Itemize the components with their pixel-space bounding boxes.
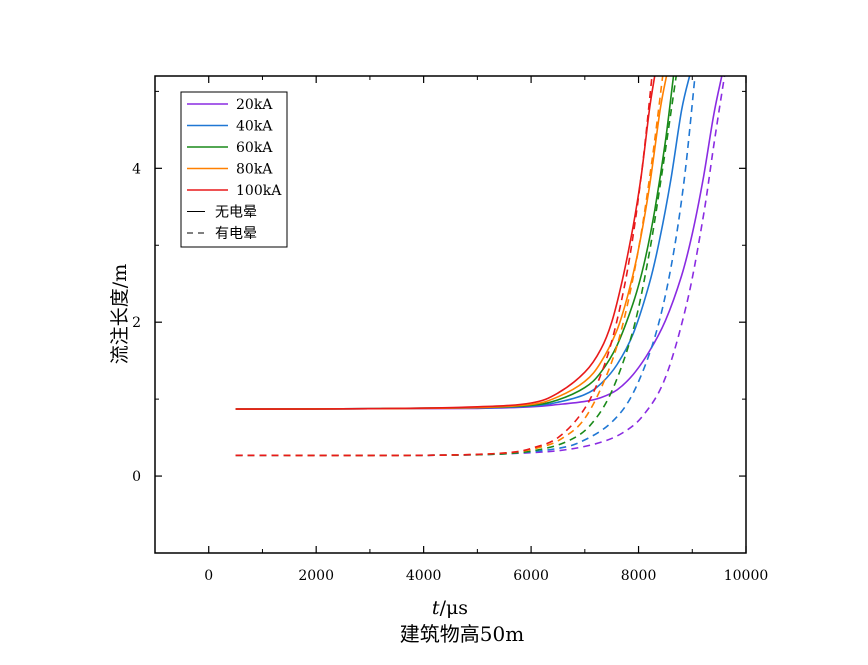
x-tick-label: 8000 (621, 568, 657, 584)
legend-label: 无电晕 (215, 205, 257, 221)
chart-caption: 建筑物高50m (400, 622, 524, 646)
y-tick-label: 0 (132, 469, 141, 485)
x-axis-title: t/μs (432, 597, 468, 619)
x-axis-title-var: t (432, 597, 440, 619)
legend-label: 40kA (236, 119, 273, 135)
legend-label: 有电晕 (215, 226, 257, 242)
legend-label: 100kA (236, 183, 282, 199)
series-line (235, 76, 656, 410)
series-line (235, 76, 726, 457)
series-line (235, 76, 653, 457)
series-layer (235, 76, 726, 457)
legend-box (180, 91, 288, 248)
series-line (235, 76, 677, 457)
legend-label: 60kA (236, 140, 273, 156)
x-tick-label: 0 (204, 568, 213, 584)
x-axis-title-unit: /μs (440, 597, 469, 619)
series-line (235, 76, 675, 410)
y-tick-label: 2 (132, 315, 141, 331)
series-line (235, 76, 691, 410)
x-tick-label: 4000 (406, 568, 442, 584)
x-tick-label: 10000 (724, 568, 769, 584)
legend-label: 20kA (236, 97, 273, 113)
series-line (235, 76, 696, 457)
series-line (235, 76, 668, 410)
x-tick-label: 6000 (513, 568, 549, 584)
plot-frame (154, 75, 747, 554)
legend-label: 80kA (236, 162, 273, 178)
ticks-layer: 0 2000 4000 6000 8000 10000 0 2 4 (132, 76, 768, 584)
y-axis-title: 流注长度/m (109, 264, 131, 364)
y-tick-label: 4 (132, 161, 141, 177)
x-tick-label: 2000 (298, 568, 334, 584)
